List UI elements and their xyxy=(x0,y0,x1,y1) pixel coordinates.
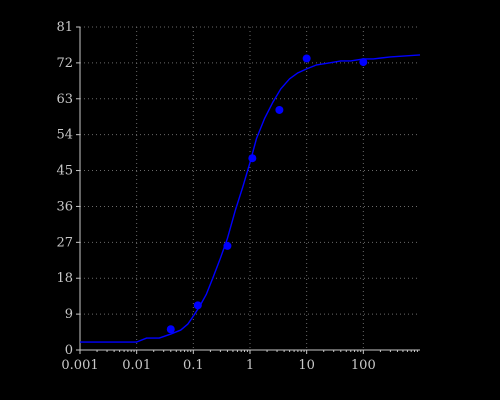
x-tick-label: 100 xyxy=(351,358,376,373)
data-point xyxy=(223,241,232,250)
data-point xyxy=(359,58,368,67)
y-tick-label: 9 xyxy=(65,307,73,322)
tick-labels: 0 9 18 27 36 45 54 63 72 81 0.001 0.01 0.1 1 10 100 xyxy=(56,20,375,373)
y-tick-label: 27 xyxy=(56,235,73,250)
series-layer xyxy=(80,54,421,343)
x-tick-label: 0.001 xyxy=(61,358,98,373)
fit-curve xyxy=(80,54,421,343)
y-tick-label: 0 xyxy=(65,343,73,358)
y-tick-label: 54 xyxy=(56,128,73,143)
data-point xyxy=(166,325,175,334)
y-tick-label: 18 xyxy=(56,271,73,286)
data-point xyxy=(275,105,284,114)
x-tick-label: 0.1 xyxy=(183,358,204,373)
data-point xyxy=(302,54,311,63)
data-point xyxy=(248,154,257,163)
x-tick-label: 1 xyxy=(246,358,254,373)
y-tick-label: 72 xyxy=(56,56,73,71)
axes xyxy=(76,26,420,354)
grid xyxy=(80,26,420,350)
x-tick-label: 0.01 xyxy=(122,358,151,373)
x-tick-label: 10 xyxy=(298,358,315,373)
y-tick-label: 36 xyxy=(56,199,73,214)
y-tick-label: 45 xyxy=(56,164,73,179)
data-point xyxy=(193,301,202,310)
y-tick-label: 81 xyxy=(56,20,73,35)
y-tick-label: 63 xyxy=(56,92,73,107)
